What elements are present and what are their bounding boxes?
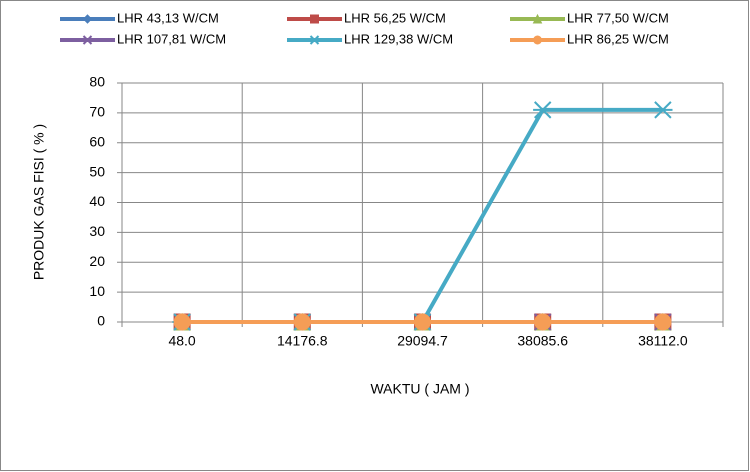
series — [173, 313, 672, 331]
x-tick-label: 14176.8 — [277, 333, 328, 349]
x-tick-label: 48.0 — [168, 333, 195, 349]
y-tick-label: 80 — [89, 74, 105, 90]
x-axis-title: WAKTU ( JAM ) — [370, 381, 469, 397]
y-tick-label: 50 — [89, 163, 105, 179]
y-tick-label: 70 — [89, 104, 105, 120]
marker — [414, 313, 431, 331]
legend-label: LHR 86,25 W/CM — [567, 31, 669, 46]
x-tick-label: 29094.7 — [397, 333, 448, 349]
legend-label: LHR 56,25 W/CM — [344, 10, 446, 25]
marker — [533, 35, 542, 45]
marker — [173, 313, 191, 331]
y-tick-label: 10 — [89, 283, 105, 299]
y-tick-label: 30 — [89, 223, 105, 239]
x-tick-label: 38085.6 — [517, 333, 568, 349]
marker — [653, 101, 673, 119]
marker — [532, 13, 543, 24]
legend-label: LHR 129,38 W/CM — [344, 31, 453, 46]
legend-label: LHR 43,13 W/CM — [117, 10, 219, 25]
x-tick-label: 38112.0 — [638, 333, 688, 349]
y-tick-label: 60 — [89, 133, 105, 149]
marker — [309, 35, 320, 45]
y-tick-label: 0 — [97, 313, 105, 329]
y-tick-label: 20 — [89, 253, 105, 269]
marker — [310, 14, 319, 24]
y-axis-title: PRODUK GAS FISI ( % ) — [31, 124, 47, 280]
legend: LHR 43,13 W/CM LHR 56,25 W/CM LHR 77,50 W/… — [60, 10, 669, 46]
marker — [534, 313, 552, 331]
marker — [82, 14, 93, 24]
legend-label: LHR 107,81 W/CM — [117, 31, 226, 46]
marker — [654, 313, 672, 331]
marker — [82, 35, 93, 45]
marker — [533, 101, 553, 119]
legend-label: LHR 77,50 W/CM — [567, 10, 669, 25]
marker — [293, 313, 311, 331]
y-tick-label: 40 — [89, 193, 105, 209]
